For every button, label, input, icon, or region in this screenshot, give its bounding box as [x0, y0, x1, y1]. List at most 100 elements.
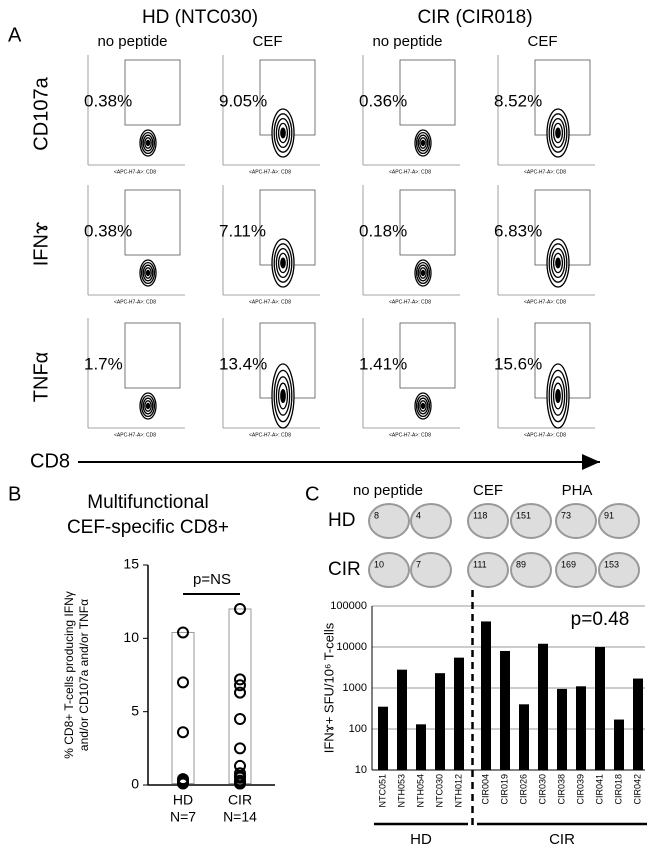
well	[410, 552, 452, 588]
plot-axis-label: <APC-H7-A>: CD8	[524, 299, 566, 305]
well	[555, 552, 597, 588]
density-contour	[145, 402, 151, 410]
x-tick-label: CIR030	[537, 774, 547, 805]
bar	[435, 673, 445, 770]
y-tick-label: 5	[131, 702, 139, 718]
bar	[481, 621, 491, 770]
y-tick-label: 0	[131, 776, 139, 792]
density-contour	[420, 139, 426, 147]
x-tick-label: NTH012	[453, 774, 463, 808]
y-axis-title: IFNɤ+ SFU/10⁶ T-cells	[321, 622, 336, 753]
annotation: p=0.48	[571, 609, 630, 630]
bar	[378, 706, 388, 770]
bar	[538, 643, 548, 770]
plot-axis-label: <APC-H7-A>: CD8	[114, 169, 156, 175]
gate	[124, 322, 181, 389]
data-point	[234, 686, 246, 699]
row-label: IFNɤ	[30, 221, 52, 266]
well	[467, 503, 509, 539]
density-contour	[555, 127, 561, 139]
gate-percent: 7.11%	[219, 221, 266, 240]
bar	[454, 657, 464, 770]
x-tick-label: CIR	[228, 792, 252, 808]
y-axis-title: % CD8+ T-cells producing IFNγ	[62, 591, 76, 759]
well	[467, 552, 509, 588]
density-contour	[280, 127, 286, 139]
well-count: 89	[516, 559, 526, 569]
condition-label: no peptide	[372, 33, 442, 50]
gate-percent: 8.52%	[494, 91, 542, 110]
gate-percent: 0.36%	[359, 91, 407, 110]
plot-axis-label: <APC-H7-A>: CD8	[389, 299, 431, 305]
gate-percent: 15.6%	[494, 354, 542, 373]
condition-label: no peptide	[97, 33, 167, 50]
bar	[416, 724, 426, 770]
panel-label: B	[8, 483, 21, 505]
panel-label: A	[8, 24, 22, 46]
bar	[576, 686, 586, 770]
bar	[633, 678, 643, 770]
well	[368, 503, 410, 539]
plot-axis-label: <APC-H7-A>: CD8	[524, 169, 566, 175]
x-tick-note: N=14	[223, 809, 257, 825]
x-tick-label: NTH054	[415, 774, 425, 808]
group-title: CIR (CIR018)	[417, 7, 532, 28]
axis-title: CD8	[30, 450, 70, 472]
well	[510, 503, 552, 539]
well-row-label: HD	[328, 510, 355, 531]
well-count: 153	[604, 559, 619, 569]
data-point	[177, 626, 189, 639]
group-label: CIR	[549, 831, 575, 848]
well-count: 169	[561, 559, 576, 569]
group-label: HD	[410, 831, 432, 848]
well-count: 111	[473, 559, 487, 569]
density-contour	[280, 388, 286, 404]
x-tick-label: CIR039	[575, 774, 585, 805]
chart-title: Multifunctional	[87, 492, 208, 513]
plot-axis-label: <APC-H7-A>: CD8	[249, 299, 291, 305]
plot-axis-label: <APC-H7-A>: CD8	[249, 169, 291, 175]
well-count: 118	[473, 510, 487, 520]
x-tick-label: CIR026	[518, 774, 528, 805]
data-point	[177, 726, 189, 739]
y-tick-label: 15	[123, 556, 139, 572]
data-point	[177, 676, 189, 689]
range-box	[228, 608, 252, 785]
gate	[399, 322, 456, 389]
well	[598, 552, 640, 588]
plot-axis-label: <APC-H7-A>: CD8	[524, 432, 566, 438]
well	[510, 552, 552, 588]
y-tick-label: 10000	[336, 641, 367, 653]
well-count: 8	[374, 510, 379, 520]
bar	[595, 647, 605, 770]
gate-percent: 13.4%	[219, 354, 267, 373]
x-tick-label: CIR042	[632, 774, 642, 805]
well	[410, 503, 452, 539]
well	[598, 503, 640, 539]
well-condition: CEF	[473, 482, 503, 499]
x-tick-label: HD	[173, 792, 193, 808]
panel-label: C	[305, 483, 319, 505]
group-title: HD (NTC030)	[142, 7, 258, 28]
data-point	[234, 742, 246, 755]
gate-percent: 1.7%	[84, 354, 123, 373]
y-tick-label: 10	[355, 764, 367, 776]
bar	[557, 688, 567, 770]
well-condition: PHA	[562, 482, 593, 499]
density-contour	[420, 402, 426, 410]
gate	[399, 189, 456, 256]
row-label: CD107a	[30, 76, 52, 150]
well-count: 151	[516, 510, 531, 520]
density-contour	[280, 257, 286, 269]
x-tick-note: N=7	[170, 809, 196, 825]
y-tick-label: 10	[123, 629, 139, 645]
y-tick-label: 100	[349, 723, 367, 735]
well	[368, 552, 410, 588]
annotation: p=NS	[193, 571, 231, 588]
gate-percent: 6.83%	[494, 221, 542, 240]
data-point	[234, 679, 246, 692]
density-contour	[555, 257, 561, 269]
gate-percent: 0.38%	[84, 91, 132, 110]
gate	[124, 59, 181, 126]
plot-axis-label: <APC-H7-A>: CD8	[389, 432, 431, 438]
